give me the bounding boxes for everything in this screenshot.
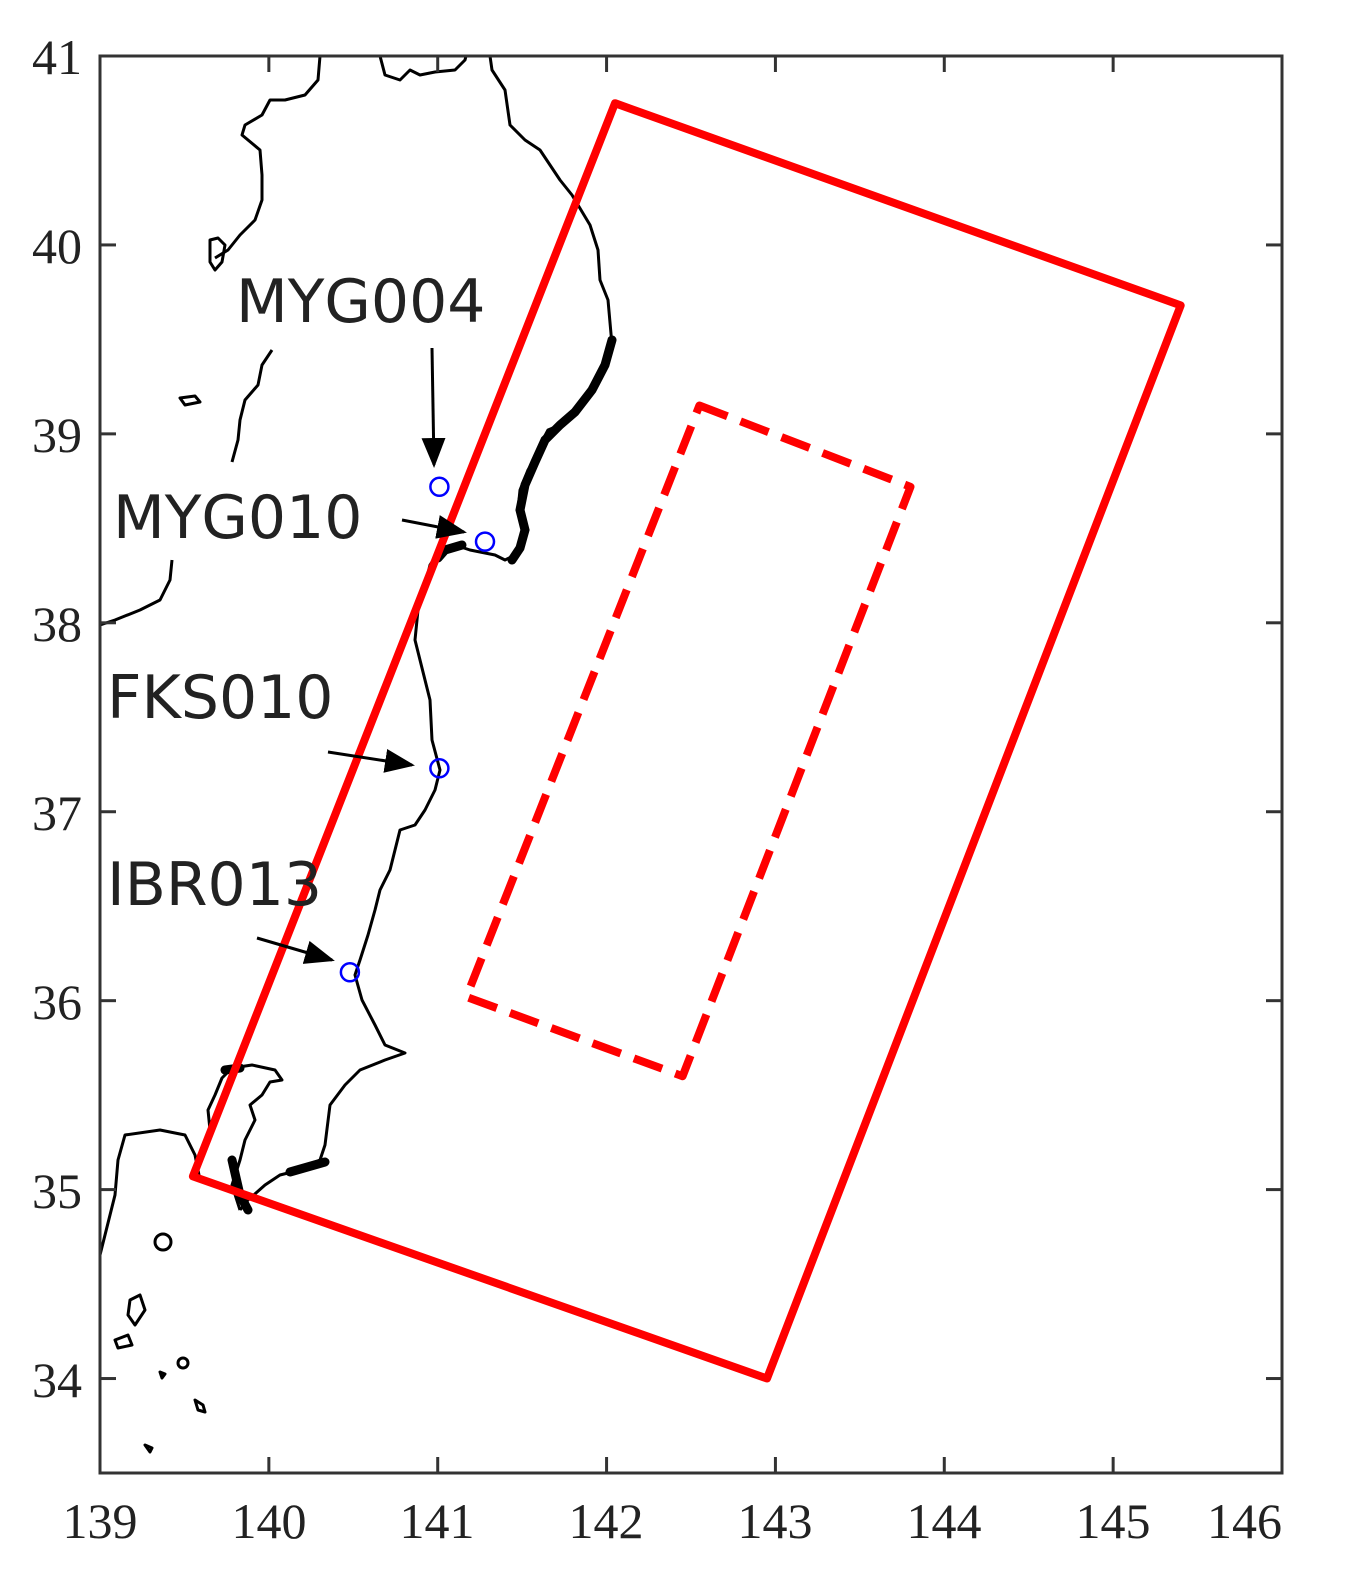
arrow-ibr013 xyxy=(256,936,335,964)
station-arrows xyxy=(256,347,467,964)
station-label-myg010: MYG010 xyxy=(113,483,362,553)
coastline-honshu-east xyxy=(238,56,614,1211)
station-marker-ibr013 xyxy=(339,962,361,983)
island-3 xyxy=(153,1232,173,1252)
sanriku-coast xyxy=(507,335,617,565)
island-2 xyxy=(178,394,202,407)
station-marker-myg004 xyxy=(429,476,450,498)
coastline-honshu-west xyxy=(214,56,322,260)
y-tick-label: 34 xyxy=(32,1352,82,1408)
x-tick-label: 145 xyxy=(1076,1493,1151,1549)
arrow-myg004 xyxy=(421,347,446,468)
station-marker-myg010 xyxy=(474,531,496,552)
station-label-ibr013: IBR013 xyxy=(107,850,322,920)
arrow-fks010 xyxy=(327,749,415,773)
y-tick-label: 36 xyxy=(32,974,82,1030)
y-tick-label: 38 xyxy=(32,596,82,652)
island-5 xyxy=(126,1293,147,1327)
coastline-west-izu xyxy=(100,1128,202,1256)
x-tick-label: 141 xyxy=(400,1493,475,1549)
plot-frame xyxy=(98,54,1284,1475)
y-tick-label: 39 xyxy=(32,407,82,463)
x-tick-label: 140 xyxy=(232,1493,307,1549)
island-8 xyxy=(143,1443,154,1454)
y-tick-label: 40 xyxy=(32,218,82,274)
island-6 xyxy=(113,1333,134,1350)
x-tick-label: 143 xyxy=(738,1493,813,1549)
island-9 xyxy=(158,1370,167,1380)
y-tick-label: 41 xyxy=(32,29,82,85)
x-tick-label: 142 xyxy=(569,1493,644,1549)
y-tick-label: 35 xyxy=(32,1163,82,1219)
x-tick-labels: 139 140 141 142 143 144 145 146 xyxy=(63,1493,1283,1549)
x-tick-label: 146 xyxy=(1207,1493,1282,1549)
x-tick-label: 139 xyxy=(63,1493,138,1549)
y-tick-label: 37 xyxy=(32,785,82,841)
station-marker-fks010 xyxy=(429,758,450,779)
inner-fault-rectangle xyxy=(462,401,915,1081)
outer-fault-rectangle xyxy=(188,99,1185,1383)
coastline-north-inlet xyxy=(378,56,468,82)
tick-marks xyxy=(98,54,1284,1473)
station-label-fks010: FKS010 xyxy=(107,663,333,733)
island-7 xyxy=(193,1398,207,1414)
coastline-mid-west xyxy=(230,349,274,463)
boso-detail xyxy=(220,1063,330,1215)
island-4 xyxy=(176,1356,190,1370)
y-tick-labels: 34 35 36 37 38 39 40 41 xyxy=(32,29,82,1408)
arrow-myg010 xyxy=(401,515,467,539)
x-tick-label: 144 xyxy=(907,1493,982,1549)
station-label-myg004: MYG004 xyxy=(236,267,485,337)
island-1 xyxy=(208,236,227,272)
coastline-niigata xyxy=(100,559,174,627)
